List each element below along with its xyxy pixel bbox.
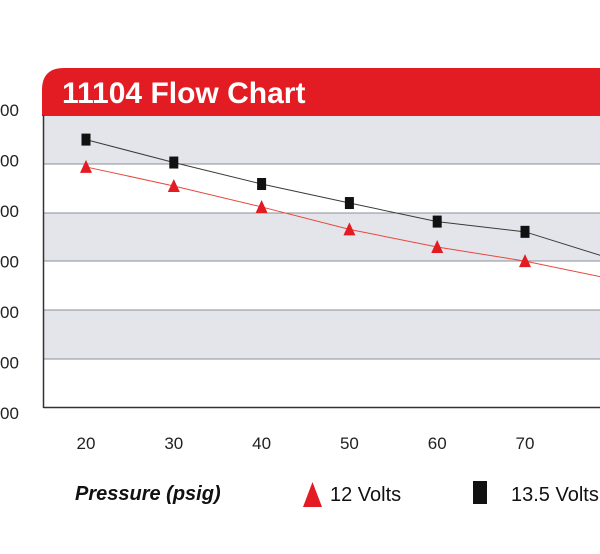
data-point-13-5-volts bbox=[520, 225, 530, 238]
legend-label-13-5-volts: 13.5 Volts bbox=[511, 484, 599, 506]
legend-triangle-icon bbox=[303, 482, 322, 507]
x-tick-label: 40 bbox=[252, 434, 271, 453]
y-tick-labels: 00 00 00 00 00 00 00 bbox=[0, 101, 19, 423]
data-point-12-volts bbox=[80, 159, 92, 173]
legend: 12 Volts 13.5 Volts bbox=[303, 481, 599, 507]
plot-band bbox=[44, 164, 600, 213]
gridlines bbox=[44, 163, 600, 360]
data-point-13-5-volts bbox=[257, 178, 267, 191]
y-tick-label: 00 bbox=[0, 354, 19, 373]
legend-label-12-volts: 12 Volts bbox=[330, 484, 401, 506]
plot-band bbox=[44, 310, 600, 359]
data-point-12-volts bbox=[343, 222, 356, 236]
x-tick-label: 30 bbox=[164, 434, 183, 453]
chart-title: 11104 Flow Chart bbox=[62, 77, 305, 110]
data-point-13-5-volts bbox=[169, 156, 179, 169]
data-point-13-5-volts bbox=[344, 197, 354, 210]
y-tick-label: 00 bbox=[0, 303, 19, 322]
y-tick-label: 00 bbox=[0, 404, 19, 423]
plot-background bbox=[44, 115, 600, 408]
data-point-12-volts bbox=[255, 199, 268, 213]
data-point-13-5-volts bbox=[432, 215, 442, 228]
x-tick-label: 50 bbox=[340, 434, 359, 453]
data-point-12-volts bbox=[519, 254, 531, 268]
y-tick-label: 00 bbox=[0, 101, 19, 120]
x-tick-label: 60 bbox=[428, 434, 447, 453]
x-tick-label: 70 bbox=[516, 434, 535, 453]
title-banner bbox=[42, 68, 600, 116]
x-tick-labels: 2030405060708 bbox=[77, 434, 535, 453]
y-tick-label: 00 bbox=[0, 202, 19, 221]
marker-layer bbox=[80, 133, 531, 268]
legend-square-icon bbox=[473, 481, 487, 504]
plot-band bbox=[44, 359, 600, 408]
data-point-12-volts bbox=[431, 239, 444, 253]
plot-band bbox=[44, 115, 600, 164]
y-tick-label: 00 bbox=[0, 152, 19, 171]
plot-band bbox=[44, 213, 600, 261]
x-axis-label: Pressure (psig) bbox=[75, 483, 221, 505]
data-point-13-5-volts bbox=[81, 133, 91, 146]
x-tick-label: 20 bbox=[77, 434, 96, 453]
y-tick-label: 00 bbox=[0, 253, 19, 272]
data-point-12-volts bbox=[167, 178, 180, 192]
plot-band bbox=[44, 261, 600, 310]
